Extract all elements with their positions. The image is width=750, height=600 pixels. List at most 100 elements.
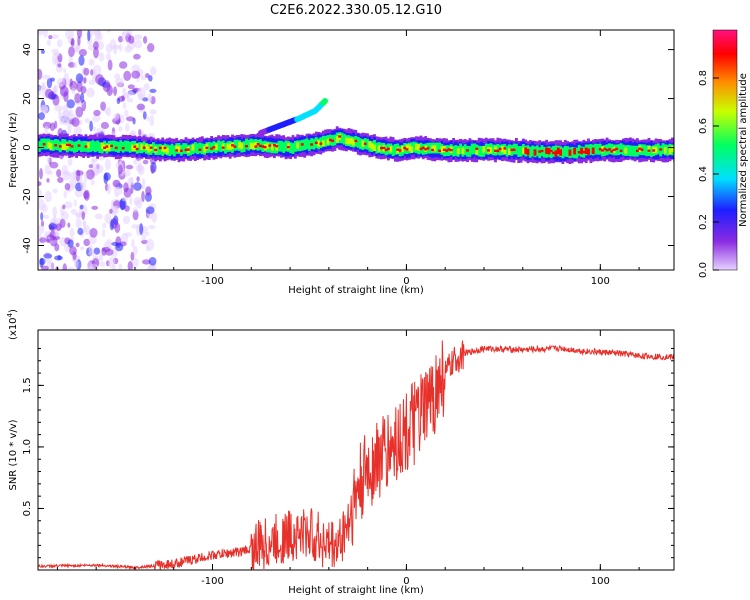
spectrogram-cell	[83, 77, 87, 84]
spectrogram-cell	[114, 222, 121, 234]
spectrogram-cell	[598, 148, 602, 151]
spectrogram-cell	[291, 143, 295, 154]
spectrogram-cell	[93, 141, 97, 153]
spectrogram-cell	[56, 77, 66, 87]
spectrogram-cell	[515, 143, 518, 155]
spectrogram-cell	[131, 144, 134, 152]
spectrogram-cell	[573, 148, 576, 155]
spectrogram-cell	[79, 174, 83, 186]
spectrogram-cell	[75, 141, 78, 152]
spectrogram-cell	[75, 217, 82, 229]
spectrogram-cell	[166, 147, 169, 154]
spectrogram-cell	[127, 84, 135, 90]
spectrogram-cell	[91, 205, 99, 210]
spectrogram-cell	[414, 143, 418, 151]
spectrogram-cell	[396, 148, 400, 151]
spectrogram-cell	[92, 64, 102, 77]
spectrogram-cell	[65, 30, 74, 40]
spectrogram-cell	[240, 142, 244, 150]
spectrogram-cell	[124, 205, 130, 212]
spectrogram-cell	[170, 143, 174, 155]
spectrogram-cell	[134, 39, 143, 49]
spectrogram-cell	[440, 146, 444, 153]
spectrogram-cell	[98, 32, 103, 41]
spectrogram-cell	[259, 144, 262, 148]
spectrogram-cell	[112, 179, 121, 188]
spectrogram-cell	[615, 147, 618, 151]
spectrogram-cell	[359, 138, 362, 150]
spectrogram-cell	[540, 149, 544, 153]
spectrogram-cell	[140, 143, 144, 150]
spectrogram-cell	[98, 142, 102, 153]
spectrogram-cell	[105, 145, 109, 148]
spectrogram-cell	[115, 77, 124, 87]
spectrogram-cell	[384, 148, 388, 152]
spectrogram-cell	[505, 145, 509, 157]
spectrogram-ytick-label: 20	[22, 92, 33, 105]
snr-ylabel: SNR (10 * v/v)	[8, 419, 19, 490]
spectrogram-ticks: -100 0 100 40 20 0 -20 -40	[22, 30, 674, 287]
spectrogram-cell	[603, 145, 607, 156]
spectrogram-cell	[67, 239, 74, 248]
snr-multiplier-base: (x10	[8, 317, 19, 340]
spectrogram-cell	[69, 80, 78, 91]
spectrogram-cell	[142, 159, 149, 165]
spectrogram-cell	[445, 149, 448, 152]
spectrogram-cell	[141, 178, 146, 190]
spectrogram-cell	[247, 139, 251, 151]
spectrogram-cell	[612, 148, 616, 152]
spectrogram-cell	[142, 97, 149, 102]
spectrogram-cell	[84, 145, 88, 148]
spectrogram-cell	[145, 186, 152, 196]
spectrogram-cell	[118, 263, 123, 270]
spectrogram-cell	[96, 140, 99, 152]
spectrogram-cell	[52, 206, 57, 218]
spectrogram-cell	[132, 209, 139, 221]
spectrogram-cell	[347, 138, 351, 145]
spectrogram-cell	[109, 208, 113, 214]
spectrogram-cell	[96, 127, 102, 134]
spectrogram-cell	[473, 143, 476, 155]
spectrogram-cell	[53, 52, 60, 57]
spectrogram-cell	[191, 144, 195, 151]
spectrogram-cell	[93, 109, 101, 117]
spectrogram-cell	[636, 149, 639, 152]
spectrogram-cell	[54, 232, 58, 237]
spectrogram-cell	[666, 144, 669, 156]
spectrogram-cell	[193, 142, 197, 153]
spectrogram-cell	[124, 232, 133, 237]
spectrogram-ytick-label: 0	[22, 144, 33, 150]
spectrogram-cell	[75, 242, 80, 248]
spectrogram-cell	[408, 144, 411, 151]
spectrogram-cell	[517, 146, 521, 157]
spectrogram-cell	[110, 144, 113, 148]
spectrogram-cell	[116, 97, 121, 105]
spectrogram-cell	[447, 148, 451, 151]
spectrogram-cell	[93, 247, 101, 255]
spectrogram-cell	[189, 144, 192, 156]
spectrogram-cell	[63, 143, 67, 151]
spectrogram-cell	[107, 183, 111, 195]
spectrogram-cell	[74, 188, 84, 198]
spectrogram-cell	[106, 30, 111, 33]
spectrogram-cell	[88, 79, 96, 86]
spectrogram-cell	[83, 67, 90, 76]
spectrogram-cell	[563, 145, 567, 157]
spectrogram-cell	[127, 261, 133, 270]
spectrogram-cell	[118, 35, 123, 43]
spectrogram-cell	[83, 220, 87, 229]
snr-series-line	[38, 340, 674, 570]
spectrogram-cell	[133, 197, 142, 204]
spectrogram-cell	[67, 122, 72, 134]
spectrogram-cell	[568, 151, 572, 154]
spectrogram-cell	[314, 141, 318, 144]
spectrogram-cell	[487, 149, 490, 152]
spectrogram-cell	[659, 145, 663, 157]
spectrogram-cell	[137, 87, 146, 99]
spectrogram-cell	[577, 144, 581, 156]
spectrogram-cell	[64, 201, 73, 209]
spectrogram-cell	[519, 145, 523, 157]
spectrogram-cell	[41, 84, 46, 91]
spectrogram-xlabel: Height of straight line (km)	[288, 285, 424, 296]
spectrogram-cell	[71, 117, 80, 127]
